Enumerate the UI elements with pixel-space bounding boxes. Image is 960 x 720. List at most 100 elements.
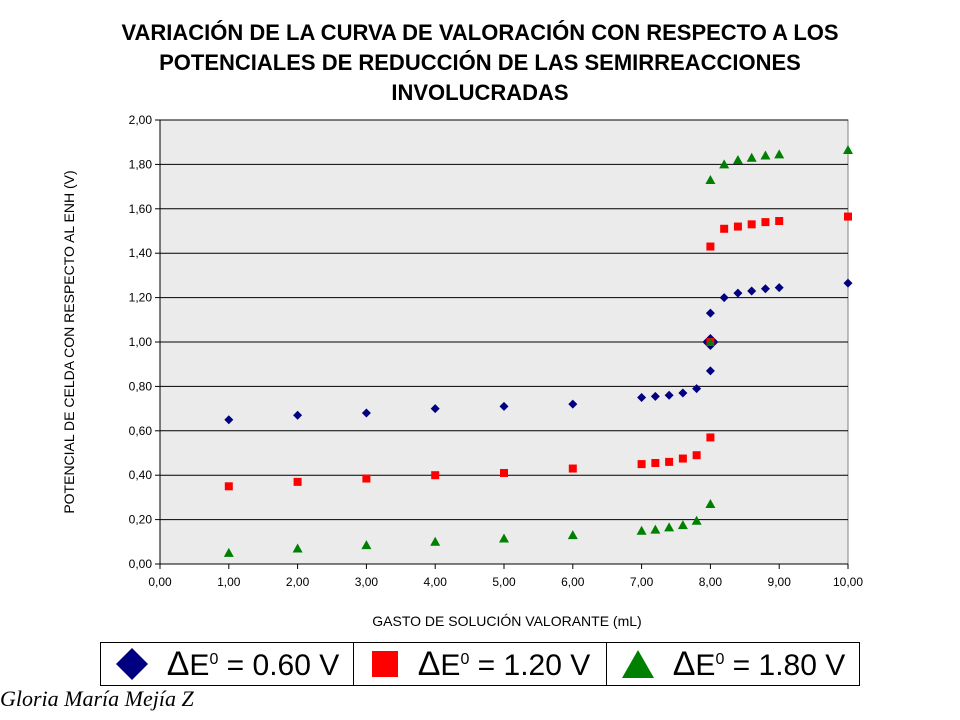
triangle-data-point	[430, 536, 441, 546]
y-tick-label: 1,20	[129, 291, 153, 305]
x-tick-label: 4,00	[424, 575, 448, 589]
x-tick-label: 10,00	[833, 575, 863, 589]
diamond-data-point	[843, 278, 853, 288]
x-tick-label: 6,00	[561, 575, 585, 589]
triangle-data-point	[499, 533, 509, 543]
square-data-point	[500, 468, 508, 477]
diamond-data-point	[705, 308, 715, 318]
x-tick-label: 9,00	[768, 575, 792, 589]
diamond-data-point	[637, 393, 647, 402]
square-data-point	[844, 212, 852, 221]
author-signature: Gloria María Mejía Z	[0, 686, 194, 711]
triangle-data-point	[664, 522, 675, 532]
square-icon	[371, 651, 398, 677]
diamond-data-point	[650, 391, 660, 401]
x-tick-label: 1,00	[217, 575, 241, 589]
legend-item-triangle: ΔE0 = 1.80 V	[607, 643, 859, 685]
triangle-data-point	[361, 540, 372, 550]
triangle-data-point	[677, 520, 688, 530]
square-data-point	[692, 451, 701, 460]
triangle-data-point	[843, 144, 853, 154]
tick-labels: 0,00 0,20 0,40 0,60 0,80 1,00 1,20 1,40 1,60 1,80…	[129, 113, 864, 589]
diamond-data-point	[568, 399, 578, 409]
legend-label-2: ΔE0 = 1.20 V	[417, 644, 591, 683]
diamond-data-point	[224, 415, 234, 425]
diamond-data-point	[293, 410, 303, 420]
triangle-data-point	[774, 149, 785, 159]
diamond-data-point	[705, 366, 715, 376]
square-data-point	[224, 482, 233, 491]
y-tick-label: 1,00	[129, 335, 153, 349]
y-tick-label: 0,00	[129, 557, 153, 571]
equivalence-point-triangle	[706, 338, 715, 346]
triangle-data-point	[760, 150, 771, 160]
chart-title-line-3: INVOLUCRADAS	[391, 80, 569, 105]
square-data-point	[665, 457, 674, 466]
x-tick-label: 3,00	[355, 575, 379, 589]
square-data-point	[431, 471, 440, 480]
diamond-icon	[115, 648, 148, 680]
legend-label-3: ΔE0 = 1.80 V	[672, 644, 846, 683]
square-data-point	[720, 224, 729, 233]
y-tick-label: 0,20	[129, 513, 153, 527]
y-tick-label: 0,40	[129, 468, 153, 482]
triangle-icon	[621, 650, 654, 678]
y-tick-label: 1,60	[129, 202, 153, 216]
y-tick-label: 1,40	[129, 246, 153, 260]
legend-item-diamond: ΔE0 = 0.60 V	[101, 643, 354, 685]
square-data-point	[775, 217, 784, 226]
square-data-point	[293, 477, 302, 486]
square-data-point	[362, 474, 371, 483]
square-data-point	[637, 460, 646, 469]
diamond-data-point	[678, 388, 688, 398]
y-tick-label: 2,00	[129, 113, 153, 127]
square-data-point	[733, 222, 742, 231]
legend-label-1: ΔE0 = 0.60 V	[166, 644, 340, 683]
chart: 0,00 0,20 0,40 0,60 0,80 1,00 1,20 1,40 1,60 1,80…	[61, 113, 864, 629]
y-axis-title: POTENCIAL DE CELDA CON RESPECTO AL ENH (…	[61, 170, 77, 513]
x-tick-label: 8,00	[699, 575, 723, 589]
diamond-data-point	[664, 390, 674, 400]
square-data-point	[747, 220, 756, 229]
diamond-data-point	[430, 404, 440, 414]
chart-title-line-1: VARIACIÓN DE LA CURVA DE VALORACIÓN CON …	[121, 20, 839, 45]
triangle-data-point	[705, 499, 716, 509]
diamond-data-point	[760, 284, 770, 294]
triangle-data-point	[746, 152, 757, 162]
diamond-data-point	[361, 408, 371, 418]
triangle-data-point	[567, 530, 578, 540]
x-tick-label: 0,00	[148, 575, 172, 589]
triangle-data-point	[223, 547, 234, 557]
diamond-data-point	[747, 286, 757, 296]
triangle-data-point	[705, 174, 716, 184]
square-data-point	[706, 242, 715, 251]
triangle-data-point	[691, 515, 702, 525]
square-data-point	[706, 433, 715, 442]
triangle-data-point	[636, 525, 647, 535]
square-data-point	[761, 218, 770, 227]
square-data-point	[568, 464, 577, 473]
y-tick-label: 1,80	[129, 157, 153, 171]
x-axis-title: GASTO DE SOLUCIÓN VALORANTE (mL)	[372, 613, 641, 629]
y-tick-label: 0,80	[129, 379, 153, 393]
triangle-data-point	[292, 543, 303, 553]
diamond-data-point	[692, 384, 702, 394]
triangle-data-point	[650, 524, 661, 534]
diamond-data-point	[719, 293, 729, 303]
data-markers	[223, 144, 853, 557]
legend: ΔE0 = 0.60 V ΔE0 = 1.20 V ΔE0 = 1.80 V	[100, 642, 860, 686]
triangle-data-point	[719, 159, 730, 169]
square-data-point	[678, 454, 687, 463]
diamond-data-point	[774, 283, 784, 293]
diamond-data-point	[733, 288, 743, 298]
triangle-data-point	[732, 154, 743, 164]
x-tick-label: 7,00	[630, 575, 654, 589]
x-tick-label: 5,00	[492, 575, 516, 589]
diamond-data-point	[499, 401, 509, 411]
y-tick-label: 0,60	[129, 424, 153, 438]
chart-title: VARIACIÓN DE LA CURVA DE VALORACIÓN CON …	[20, 18, 940, 108]
chart-title-line-2: POTENCIALES DE REDUCCIÓN DE LAS SEMIRREA…	[159, 50, 801, 75]
legend-item-square: ΔE0 = 1.20 V	[354, 643, 607, 685]
x-tick-label: 2,00	[286, 575, 310, 589]
square-data-point	[651, 458, 660, 467]
